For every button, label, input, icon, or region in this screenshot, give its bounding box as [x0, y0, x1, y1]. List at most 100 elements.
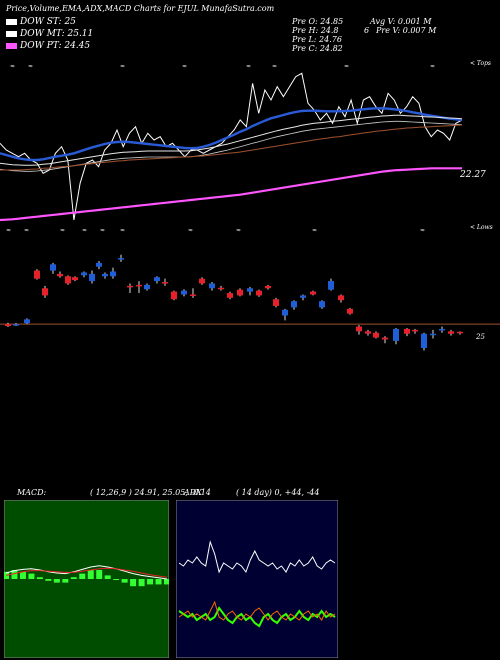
candle-body — [50, 264, 56, 271]
adx-panel — [176, 500, 338, 658]
candle-body — [448, 331, 454, 334]
candle-body — [439, 328, 445, 331]
legend-swatch — [6, 19, 17, 25]
candle-body — [256, 290, 262, 296]
candle-body — [310, 291, 316, 295]
candle-body — [34, 270, 40, 279]
macd-histogram-bar — [155, 579, 162, 585]
lows-marker: ≈ — [6, 227, 11, 234]
macd-histogram-bar — [19, 571, 26, 579]
candle-body — [65, 276, 71, 284]
candle-body — [412, 329, 418, 332]
adx-line-adx — [178, 540, 336, 574]
series-line-ema_slow — [0, 124, 463, 171]
lows-marker: ≈ — [236, 227, 241, 234]
series-line-ema_fast — [0, 107, 463, 162]
candle-body — [457, 331, 463, 334]
legend-dow-pt: DOW PT: 24.45 — [6, 41, 90, 51]
lows-marker: ≈ — [420, 227, 425, 234]
legend-label: DOW MT: 25.11 — [20, 29, 94, 39]
candle-body — [57, 273, 63, 277]
macd-histogram-bar — [79, 573, 86, 579]
series-line-dow_pt — [0, 167, 462, 222]
candle-body — [127, 285, 133, 288]
candle-body — [162, 282, 168, 284]
candle-body — [365, 331, 371, 334]
macd-histogram-bar — [87, 570, 94, 579]
candle-body — [171, 291, 177, 300]
candle-body — [136, 284, 142, 287]
candle-body — [265, 285, 271, 289]
macd-histogram-bar — [45, 579, 52, 581]
candle-body — [181, 290, 187, 295]
macd-histogram-bar — [147, 579, 154, 585]
macd-title: MACD: — [17, 488, 47, 497]
lows-marker: ≈ — [188, 227, 193, 234]
candle-body — [5, 324, 11, 327]
candle-body — [24, 319, 30, 324]
candle-body — [347, 308, 353, 314]
candle-body — [282, 309, 288, 316]
stat-avg-volume: Avg V: 0.001 M — [370, 17, 432, 26]
stat-high: Pre H: 24.8 — [292, 26, 339, 35]
candle-body — [430, 333, 436, 336]
stat-open: Pre O: 24.85 — [292, 17, 344, 26]
adx-params: ( 14 day) 0, +44, -44 — [236, 488, 320, 497]
macd-histogram-bar — [130, 579, 137, 587]
lows-marker: ≈ — [100, 227, 105, 234]
tops-marker: ≈ — [28, 63, 33, 70]
series-line-ema-mid-shadow — [0, 120, 463, 172]
level-tag: 25 — [476, 333, 485, 341]
series-line-ema_mid — [0, 114, 463, 166]
candle-body — [273, 299, 279, 306]
candle-body — [421, 333, 427, 349]
candle-body — [118, 258, 124, 260]
tops-marker: ≈ — [344, 63, 349, 70]
candle-body — [373, 332, 379, 338]
macd-histogram-bar — [28, 573, 35, 579]
legend-label: DOW ST: 25 — [20, 17, 76, 27]
candle-body — [199, 278, 205, 284]
macd-histogram-bar — [70, 577, 77, 579]
candle-body — [382, 337, 388, 340]
chart-title: Price,Volume,EMA,ADX,MACD Charts for EJU… — [6, 4, 275, 13]
lows-marker: ≈ — [24, 227, 29, 234]
candle-body — [291, 301, 297, 308]
macd-histogram-bar — [62, 579, 69, 583]
candle-body — [81, 272, 87, 276]
macd-histogram-bar — [113, 579, 120, 580]
candle-body — [247, 288, 253, 292]
tops-marker: ≈ — [120, 63, 125, 70]
macd-signal-line — [5, 567, 168, 578]
candle-body — [300, 295, 306, 298]
adx-background — [176, 500, 338, 658]
macd-panel — [4, 500, 169, 658]
legend-swatch — [6, 31, 17, 37]
stat-volume-count: 6 — [364, 26, 370, 35]
candle-body — [13, 324, 19, 326]
tops-marker: ≈ — [430, 63, 435, 70]
candle-body — [237, 289, 243, 296]
macd-params: ( 12,26,9 ) 24.91, 25.05, -0.14 — [90, 488, 211, 497]
candle-body — [96, 262, 102, 267]
macd-histogram-bar — [121, 579, 128, 583]
candle-body — [227, 293, 233, 298]
candle-body — [328, 281, 334, 290]
price-tag: 22.27 — [460, 170, 486, 180]
candle-body — [393, 328, 399, 341]
tops-label: < Tops — [470, 60, 492, 67]
candle-body — [218, 287, 224, 290]
macd-histogram-bar — [138, 579, 145, 587]
lows-marker: ≈ — [312, 227, 317, 234]
stat-pre-volume: Pre V: 0.007 M — [376, 26, 437, 35]
series-line-close — [0, 72, 463, 221]
macd-histogram-bar — [96, 570, 103, 579]
lows-marker: ≈ — [82, 227, 87, 234]
tops-marker: ≈ — [246, 63, 251, 70]
tops-marker: ≈ — [272, 63, 277, 70]
macd-histogram-bar — [11, 570, 18, 579]
candle-body — [356, 326, 362, 332]
tops-marker: ≈ — [182, 63, 187, 70]
stat-close: Pre C: 24.82 — [292, 44, 343, 53]
